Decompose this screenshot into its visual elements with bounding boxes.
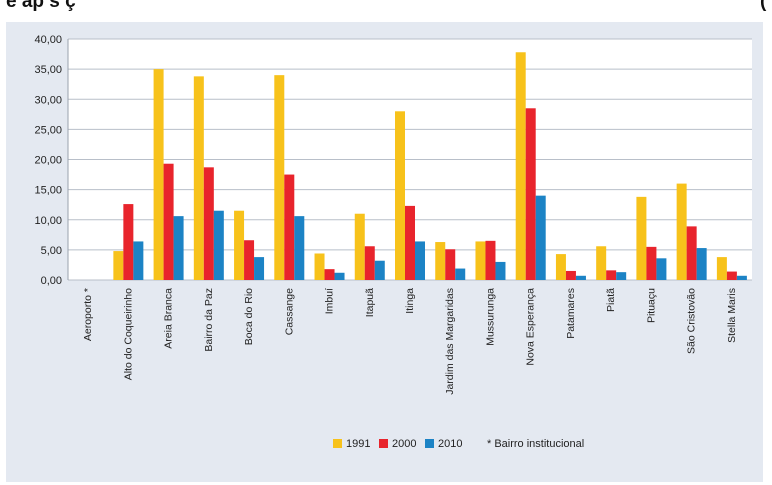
bar-2000 [565,270,576,280]
caption-fragment-right: ( [760,0,767,12]
bar-2010 [495,261,506,280]
bar-chart: 0,00 5,00 10,00 15,00 20,00 25,00 30,00 35,00 40… [34,34,752,450]
category-label: Nova Esperança [525,288,537,366]
bar-2010 [334,272,345,280]
category-label: Jardim das Margaridas [444,288,456,395]
bar-1991 [515,52,526,280]
bar-2010 [374,260,385,280]
bar-2000 [686,226,697,280]
bar-1991 [193,76,204,280]
legend-swatch [333,439,342,448]
bar-1991 [274,75,285,281]
legend-label: 2000 [392,438,416,450]
legend-label: 2010 [438,438,462,450]
bar-2000 [726,271,737,280]
bar-1991 [153,69,164,280]
y-tick-label: 25,00 [34,124,62,136]
y-tick-label: 10,00 [34,215,62,227]
y-tick-label: 15,00 [34,185,62,197]
bar-2010 [213,210,224,280]
bar-2000 [364,246,375,280]
y-tick-label: 35,00 [34,64,62,76]
bar-2010 [415,241,425,280]
bar-2010 [173,216,184,280]
bar-2000 [244,240,255,280]
category-label: Patamares [565,288,577,339]
category-label: Cassange [283,288,295,335]
bar-2000 [405,205,415,280]
category-label: Areia Branca [163,288,175,349]
y-tick-label: 20,00 [34,155,62,167]
bar-2010 [575,275,586,280]
y-tick-label: 40,00 [34,34,62,46]
y-tick-label: 5,00 [41,245,62,257]
bar-2000 [445,249,456,280]
bar-2000 [646,246,657,280]
bar-2000 [284,174,295,280]
bar-2000 [123,204,134,280]
bar-1991 [354,213,365,280]
bar-1991 [716,257,727,280]
bar-2010 [455,268,466,280]
category-label: Alto do Coqueirinho [122,288,134,380]
bar-1991 [555,254,566,280]
legend-label: 1991 [346,438,370,450]
bar-2010 [535,195,546,280]
bar-2000 [606,270,617,280]
bar-2000 [203,167,214,280]
category-label: São Cristovão [686,288,698,354]
y-tick-label: 0,00 [41,275,62,287]
category-label: Mussurunga [484,288,496,346]
bar-2010 [656,258,667,280]
category-label: Stella Maris [726,288,738,343]
category-label: Pituaçu [645,288,657,323]
bar-2010 [696,248,707,280]
y-tick-label: 30,00 [34,94,62,106]
chart-panel: 0,00 5,00 10,00 15,00 20,00 25,00 30,00 35,00 40… [6,22,763,482]
bar-1991 [234,210,245,280]
bar-2010 [294,216,305,280]
bar-2010 [616,272,627,280]
bar-1991 [113,251,124,280]
bar-1991 [676,183,687,280]
bar-1991 [475,241,486,280]
bar-2000 [324,269,335,280]
category-label: Piatã [605,288,617,312]
bar-1991 [435,242,446,280]
bar-2000 [485,240,496,280]
bar-2010 [133,241,144,280]
category-label: Aeroporto * [82,288,94,341]
category-label: Itapuã [364,288,376,317]
bar-2010 [736,275,747,280]
caption-fragment: e ap s ç [6,0,76,12]
caption-strip: e ap s ç ( [0,0,772,22]
bar-1991 [314,253,325,280]
bar-2000 [525,108,536,280]
bar-2010 [254,257,265,280]
bar-1991 [596,246,607,280]
bar-2000 [163,163,174,280]
category-label: Itinga [404,288,416,314]
legend-swatch [379,439,388,448]
legend-swatch [425,439,434,448]
category-label: Imbuí [324,288,336,314]
bar-1991 [636,196,647,280]
legend-note: * Bairro institucional [487,438,584,450]
category-label: Boca do Rio [243,288,255,345]
bar-1991 [395,111,405,280]
category-label: Bairro da Paz [203,288,215,352]
